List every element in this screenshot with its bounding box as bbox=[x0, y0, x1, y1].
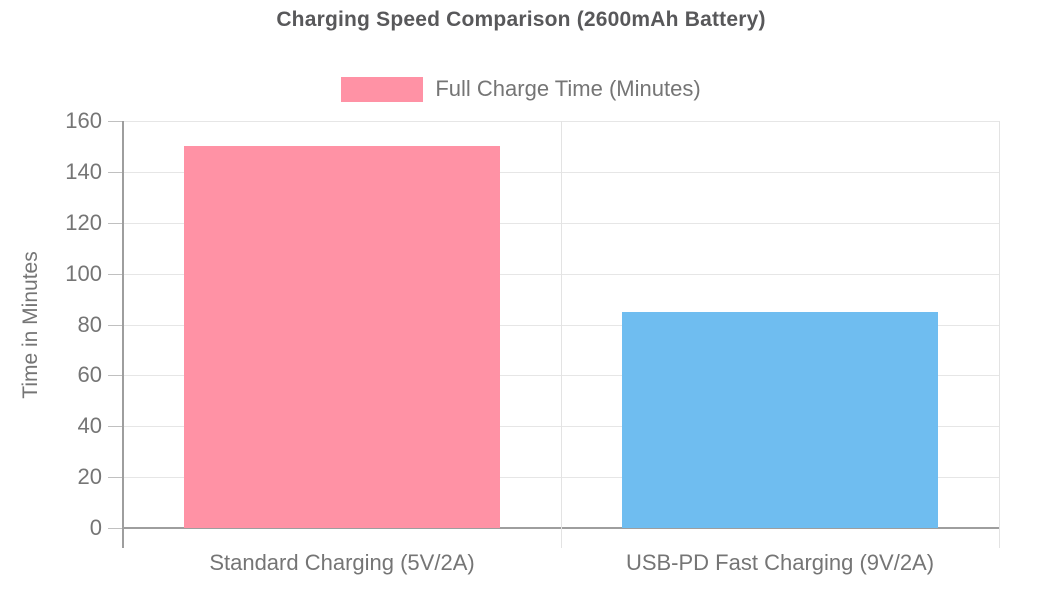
y-tick-mark bbox=[108, 273, 123, 275]
legend-label: Full Charge Time (Minutes) bbox=[435, 76, 701, 101]
legend-swatch bbox=[341, 76, 424, 102]
legend: Full Charge Time (Minutes) bbox=[0, 76, 1042, 102]
category-boundary-line bbox=[561, 121, 562, 548]
y-tick-label: 0 bbox=[89, 515, 102, 540]
y-tick-label: 140 bbox=[65, 158, 102, 184]
y-tick-label: 160 bbox=[65, 108, 102, 133]
category-boundary-line bbox=[999, 121, 1000, 548]
y-tick-mark bbox=[108, 324, 123, 326]
y-tick-label: 20 bbox=[77, 464, 102, 490]
y-tick-label: 40 bbox=[77, 413, 102, 439]
legend-item[interactable]: Full Charge Time (Minutes) bbox=[341, 76, 701, 102]
y-tick-mark bbox=[108, 528, 123, 529]
y-tick-mark bbox=[108, 477, 123, 479]
y-tick-mark bbox=[108, 375, 123, 377]
x-category-label: USB-PD Fast Charging (9V/2A) bbox=[625, 550, 935, 575]
x-category-label: Standard Charging (5V/2A) bbox=[209, 550, 475, 575]
y-tick-mark bbox=[108, 171, 123, 173]
y-tick-mark bbox=[108, 121, 123, 122]
y-axis-line bbox=[122, 121, 124, 548]
y-tick-label: 80 bbox=[77, 311, 102, 337]
bar-standard-charging bbox=[184, 146, 500, 528]
y-tick-label: 60 bbox=[77, 362, 102, 388]
bar-usb-pd-fast-charging bbox=[622, 311, 938, 528]
chart-title: Charging Speed Comparison (2600mAh Batte… bbox=[276, 8, 766, 31]
y-tick-mark bbox=[108, 426, 123, 428]
y-tick-label: 100 bbox=[65, 260, 102, 286]
y-tick-label: 120 bbox=[65, 209, 102, 235]
y-tick-mark bbox=[108, 222, 123, 224]
